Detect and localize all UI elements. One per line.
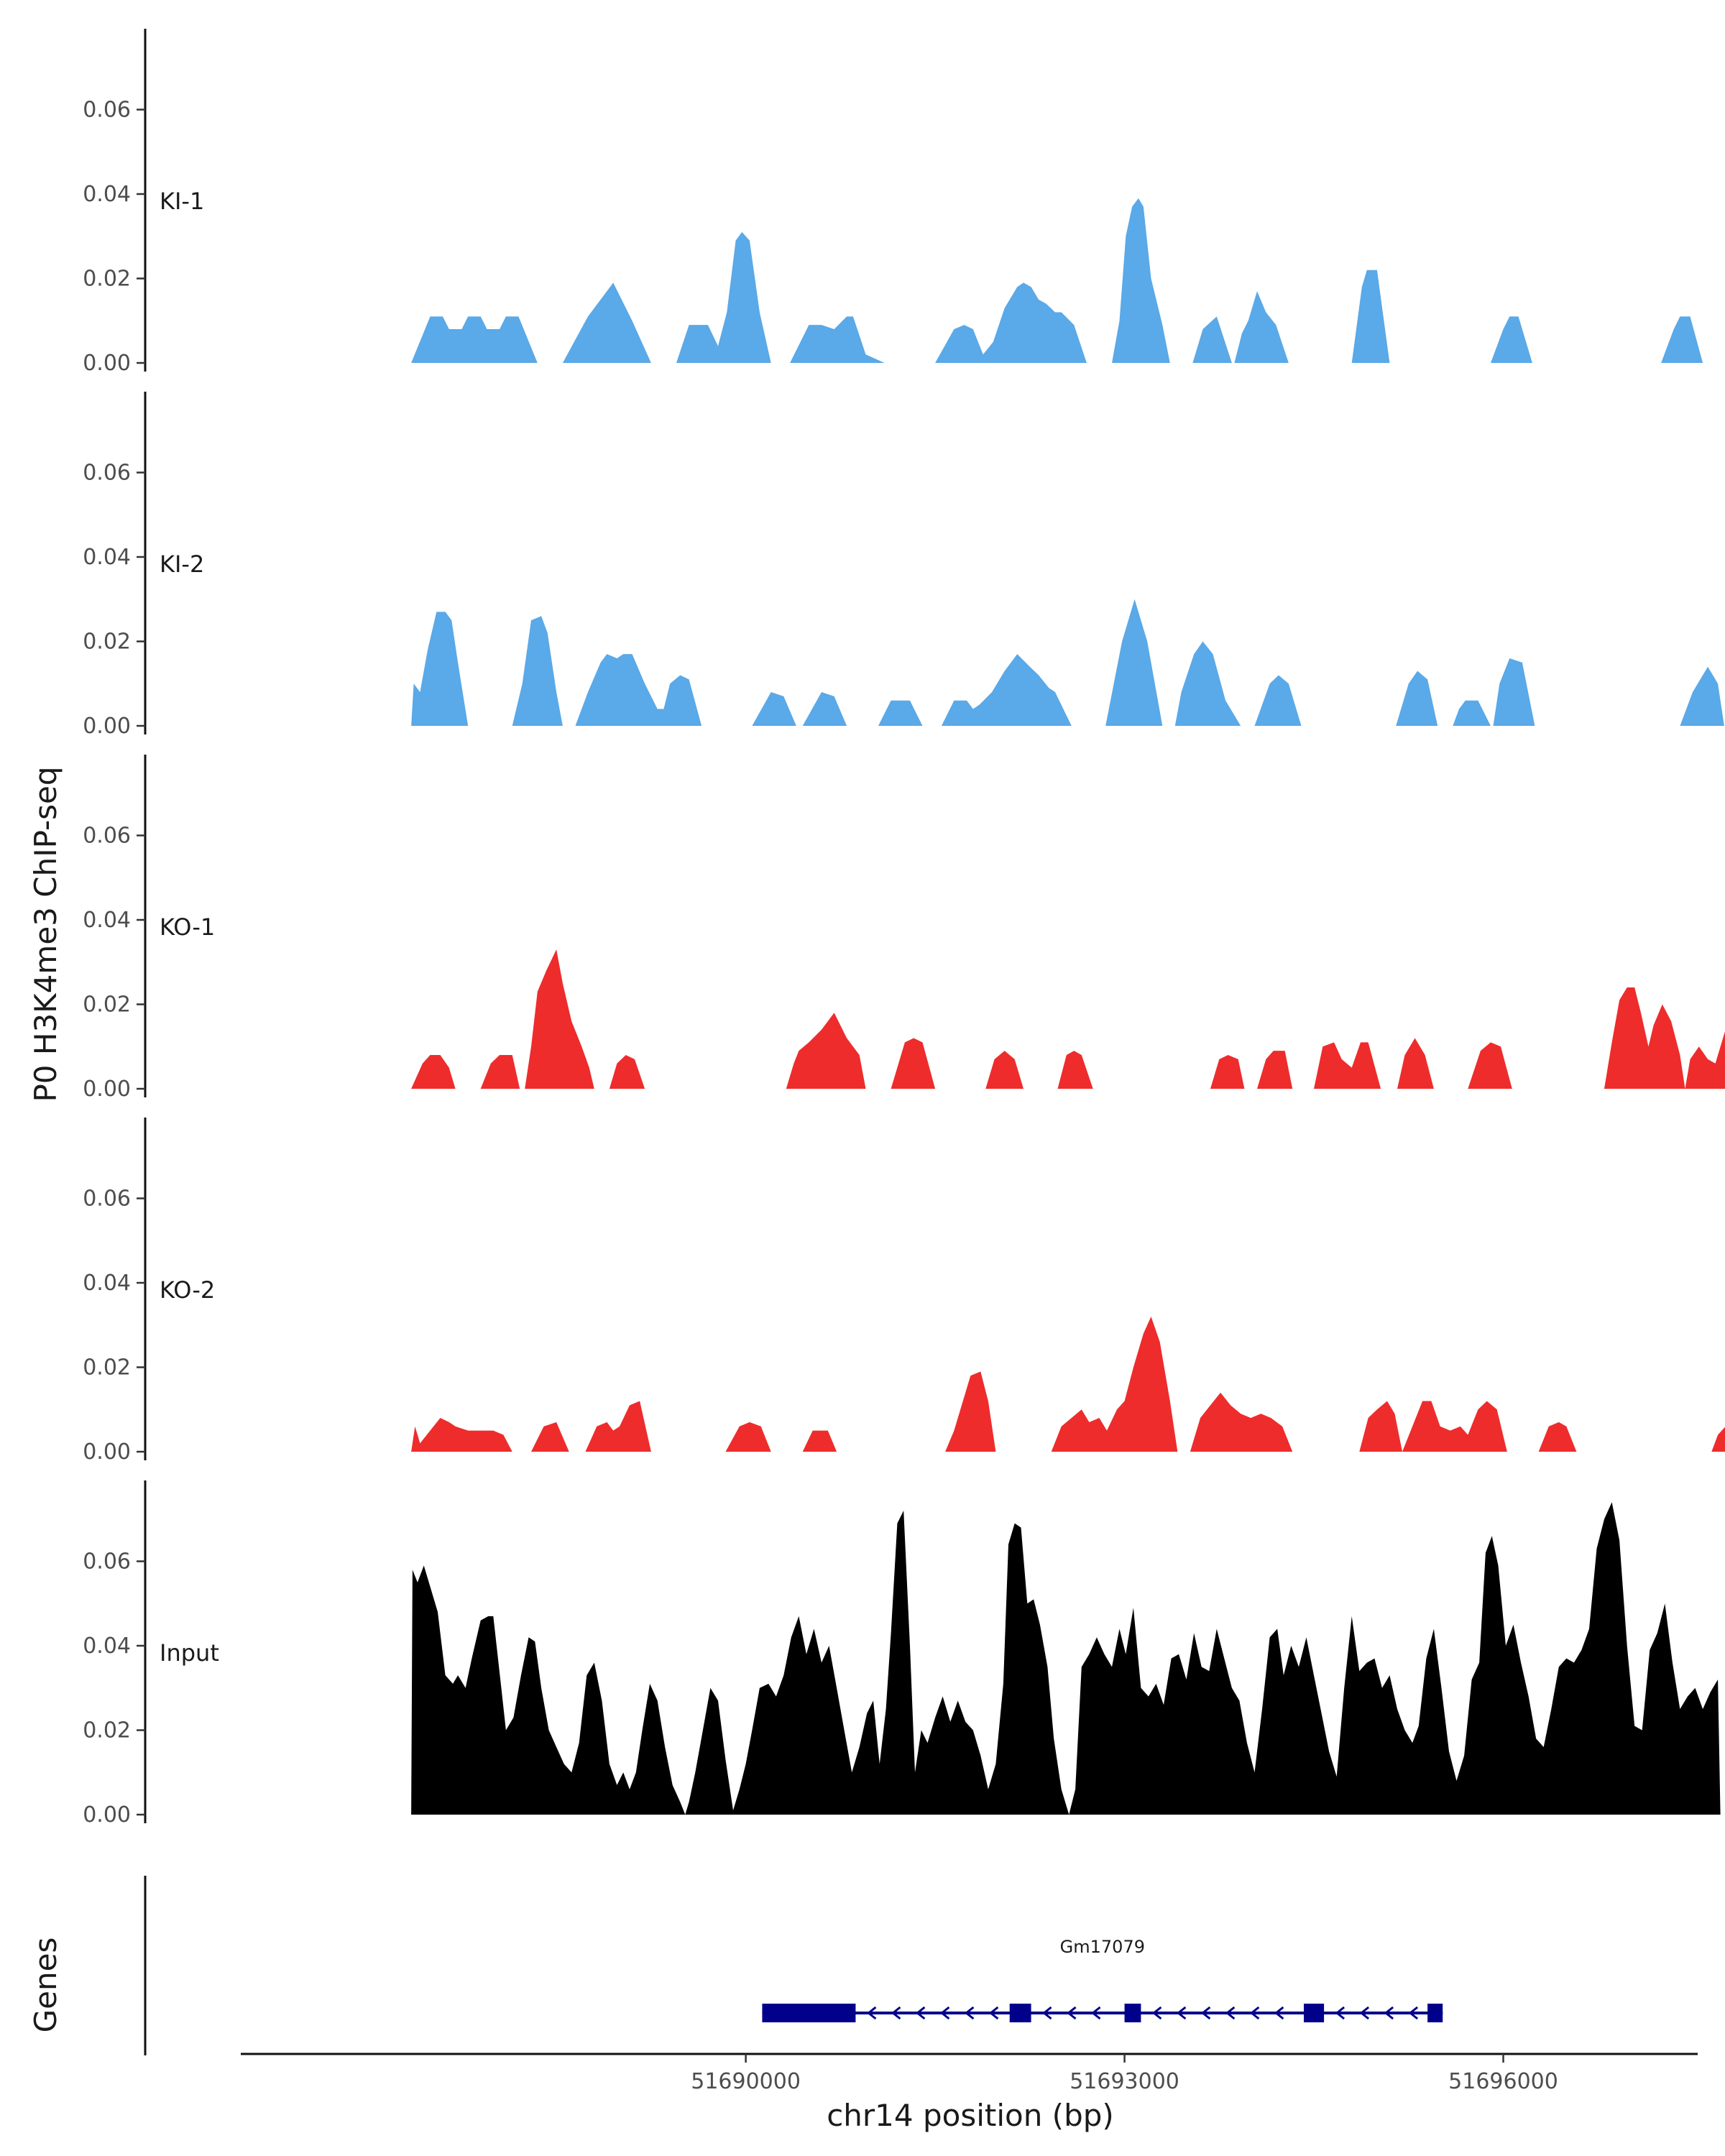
strand-arrow bbox=[1335, 2006, 1346, 2020]
y-tick-label: 0.00 bbox=[83, 714, 131, 739]
track-input: 0.00 0.02 0.04 0.06 Input bbox=[83, 1480, 1721, 1828]
y-tick-label: 0.00 bbox=[83, 1802, 131, 1828]
strand-arrow bbox=[1408, 2006, 1419, 2020]
y-tick-label: 0.06 bbox=[83, 824, 131, 849]
genes-track: Gm17079 bbox=[144, 1876, 1443, 2055]
track-ki-2: 0.00 0.02 0.04 0.06 KI-2 bbox=[83, 392, 1724, 739]
y-tick-label: 0.06 bbox=[83, 1549, 131, 1575]
gene-exon bbox=[1303, 2004, 1325, 2022]
gene-name-label: Gm17079 bbox=[1060, 1937, 1145, 1957]
signal-area-ko-2 bbox=[411, 1317, 1725, 1452]
track-label-ko-1: KO-1 bbox=[160, 913, 215, 941]
y-tick-label: 0.04 bbox=[83, 1634, 131, 1659]
strand-arrow bbox=[1176, 2006, 1187, 2020]
x-tick-label: 51690000 bbox=[691, 2069, 801, 2094]
y-tick-label: 0.00 bbox=[83, 1439, 131, 1465]
gene-exon bbox=[1009, 2004, 1031, 2022]
gene-gm17079: Gm17079 bbox=[762, 1937, 1443, 2022]
strand-arrow bbox=[1067, 2006, 1077, 2020]
y-tick-label: 0.04 bbox=[83, 182, 131, 207]
strand-arrow bbox=[940, 2006, 950, 2020]
track-label-ko-2: KO-2 bbox=[160, 1276, 215, 1304]
track-label-ki-2: KI-2 bbox=[160, 550, 204, 578]
strand-arrow bbox=[1249, 2006, 1260, 2020]
x-axis: 51690000 51693000 51696000 bbox=[241, 2053, 1698, 2094]
strand-arrow bbox=[1359, 2006, 1370, 2020]
y-tick-label: 0.02 bbox=[83, 267, 131, 292]
y-tick-label: 0.04 bbox=[83, 545, 131, 570]
gene-exon bbox=[1427, 2004, 1443, 2022]
y-tick-label: 0.02 bbox=[83, 1718, 131, 1743]
strand-arrow bbox=[1384, 2006, 1394, 2020]
strand-arrow bbox=[989, 2006, 999, 2020]
x-axis-title: chr14 position (bp) bbox=[827, 2098, 1114, 2133]
y-tick-label: 0.06 bbox=[83, 1187, 131, 1212]
strand-arrow bbox=[1151, 2006, 1162, 2020]
strand-arrow bbox=[916, 2006, 926, 2020]
y-tick-label: 0.00 bbox=[83, 1077, 131, 1102]
y-tick-label: 0.02 bbox=[83, 1355, 131, 1381]
strand-arrow bbox=[1200, 2006, 1211, 2020]
y-tick-label: 0.02 bbox=[83, 992, 131, 1018]
track-ki-1: 0.00 0.02 0.04 0.06 KI-1 bbox=[83, 29, 1703, 376]
y-tick-label: 0.06 bbox=[83, 98, 131, 123]
strand-arrow bbox=[965, 2006, 975, 2020]
signal-area-ki-1 bbox=[411, 198, 1703, 363]
y-tick-label: 0.02 bbox=[83, 630, 131, 655]
strand-arrow bbox=[1091, 2006, 1101, 2020]
y-tick-label: 0.04 bbox=[83, 908, 131, 933]
strand-arrow bbox=[1274, 2006, 1284, 2020]
track-ko-1: 0.00 0.02 0.04 0.06 KO-1 bbox=[83, 755, 1725, 1102]
y-tick-label: 0.04 bbox=[83, 1271, 131, 1296]
plot-area: 0.00 0.02 0.04 0.06 KI-1 0.00 0.02 0.04 0.06 KI-2… bbox=[83, 29, 1725, 2094]
track-ko-2: 0.00 0.02 0.04 0.06 KO-2 bbox=[83, 1118, 1725, 1465]
signal-area-input bbox=[411, 1502, 1721, 1815]
strand-arrow bbox=[1225, 2006, 1236, 2020]
genes-track-title: Genes bbox=[28, 1938, 63, 2033]
x-tick-label: 51696000 bbox=[1448, 2069, 1558, 2094]
track-label-input: Input bbox=[160, 1639, 219, 1667]
strand-arrow bbox=[891, 2006, 901, 2020]
y-tick-label: 0.00 bbox=[83, 351, 131, 376]
y-axis-title: P0 H3K4me3 ChIP-seq bbox=[28, 766, 63, 1102]
signal-area-ki-2 bbox=[411, 599, 1724, 726]
gene-exon bbox=[762, 2004, 856, 2022]
strand-arrow bbox=[867, 2006, 877, 2020]
gene-exon bbox=[1124, 2004, 1141, 2022]
x-tick-label: 51693000 bbox=[1070, 2069, 1179, 2094]
track-label-ki-1: KI-1 bbox=[160, 188, 204, 215]
strand-arrow bbox=[1042, 2006, 1052, 2020]
y-tick-label: 0.06 bbox=[83, 461, 131, 486]
signal-area-ko-1 bbox=[411, 949, 1725, 1089]
